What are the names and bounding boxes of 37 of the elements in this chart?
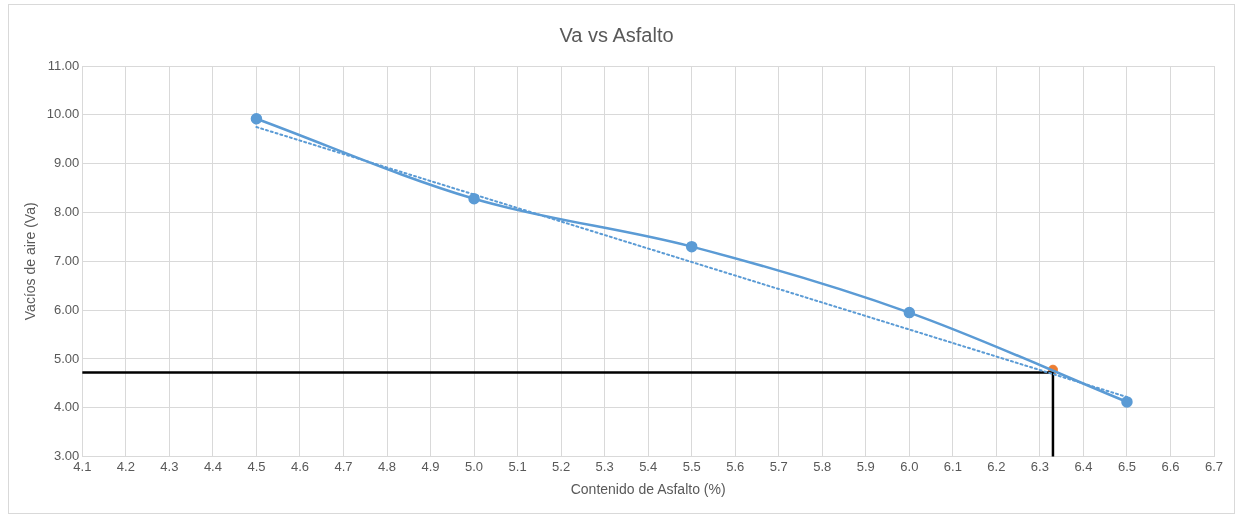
x-tick-label: 5.2 xyxy=(552,458,571,474)
x-tick-label: 5.5 xyxy=(682,458,701,474)
x-tick-label: 4.5 xyxy=(247,458,266,474)
x-tick-label: 4.8 xyxy=(377,458,397,474)
y-tick-label: 10.00 xyxy=(46,106,80,122)
x-tick-label: 5.9 xyxy=(856,458,875,474)
chart-title: Va vs Asfalto xyxy=(559,23,674,46)
y-axis-title: Vacíos de aire (Va) xyxy=(22,202,39,321)
x-tick-label: 5.1 xyxy=(508,458,527,474)
y-tick-label: 9.00 xyxy=(54,155,80,171)
y-tick-label: 4.00 xyxy=(54,399,80,415)
x-tick-label: 6.0 xyxy=(900,458,919,474)
x-tick-label: 4.3 xyxy=(160,458,179,474)
x-axis-title: Contenido de Asfalto (%) xyxy=(570,481,726,498)
x-tick-label: 6.7 xyxy=(1204,458,1224,474)
x-tick-label: 5.0 xyxy=(465,458,484,474)
x-tick-label: 6.2 xyxy=(987,458,1006,474)
x-tick-label: 6.5 xyxy=(1117,458,1136,474)
x-tick-label: 4.7 xyxy=(334,458,353,474)
x-tick-label: 6.1 xyxy=(943,458,962,474)
x-tick-label: 6.6 xyxy=(1161,458,1180,474)
x-tick-label: 5.8 xyxy=(813,458,832,474)
x-tick-label: 4.6 xyxy=(290,458,309,474)
x-tick-label: 5.4 xyxy=(639,458,658,474)
x-tick-label: 5.3 xyxy=(595,458,614,474)
y-tick-label: 6.00 xyxy=(54,301,80,317)
y-tick-label: 8.00 xyxy=(54,204,80,220)
x-tick-label: 6.3 xyxy=(1030,458,1049,474)
x-tick-label: 6.4 xyxy=(1074,458,1093,474)
x-tick-label: 4.2 xyxy=(116,458,135,474)
y-tick-label: 11.00 xyxy=(47,57,80,73)
y-tick-label: 7.00 xyxy=(54,252,80,268)
y-tick-label: 5.00 xyxy=(54,350,80,366)
x-tick-label: 5.7 xyxy=(769,458,788,474)
x-tick-label: 4.4 xyxy=(203,458,222,474)
x-tick-label: 5.6 xyxy=(726,458,745,474)
x-tick-label: 4.9 xyxy=(421,458,440,474)
